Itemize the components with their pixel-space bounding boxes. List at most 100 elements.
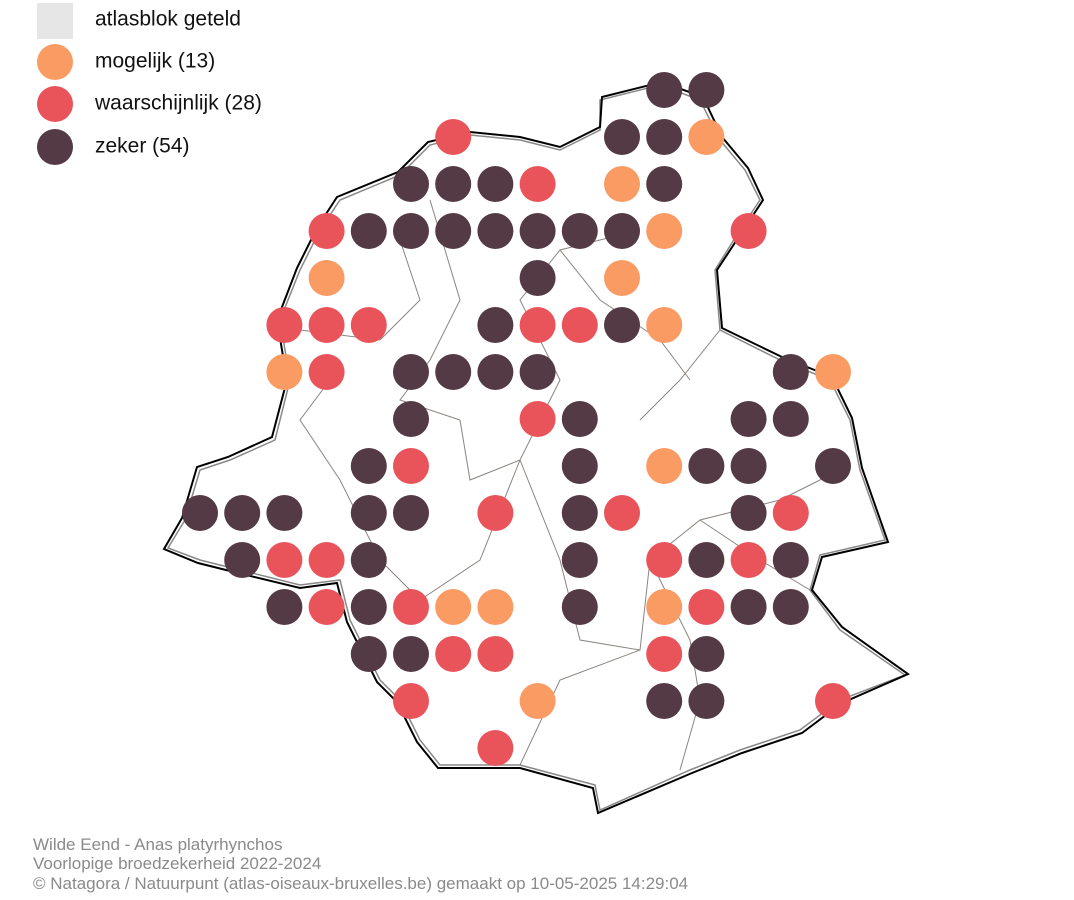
district-line [639,329,721,421]
observation-dot [688,683,725,719]
legend-swatch [37,44,73,80]
observation-dot [730,542,767,578]
observation-dot [350,307,387,343]
observation-dot [350,542,387,578]
observation-dot [477,213,514,249]
observation-dot [730,589,767,625]
observation-dot [435,119,472,155]
caption: Wilde Eend - Anas platyrhynchos Voorlopi… [33,835,688,893]
caption-line: Voorlopige broedzekerheid 2022-2024 [33,854,321,873]
observation-dot [477,354,514,390]
observation-dot [350,495,387,531]
observation-dot [519,354,556,390]
observation-dot [646,683,683,719]
observation-dot [646,166,683,202]
observation-dot [435,166,472,202]
legend-label: mogelijk (13) [95,50,215,73]
observation-dot [435,636,472,672]
observation-dot [815,354,851,390]
observation-dot [393,166,429,202]
observation-dot [519,213,556,249]
observation-dot [350,636,387,672]
observation-dot [435,354,472,390]
observation-dot [561,589,598,625]
observation-dot [561,448,598,484]
observation-dot [772,401,809,437]
observation-dot [519,683,556,719]
observation-dot [688,636,725,672]
observation-dot [266,589,303,625]
observation-dots [182,72,851,766]
observation-dot [561,307,598,343]
observation-dot [266,307,303,343]
observation-dot [435,213,472,249]
observation-dot [646,542,683,578]
region-map [162,72,911,815]
observation-dot [646,213,683,249]
observation-dot [646,119,683,155]
observation-dot [772,589,809,625]
observation-dot [350,589,387,625]
observation-dot [688,542,725,578]
observation-dot [604,119,640,155]
caption-line: © Natagora / Natuurpunt (atlas-oiseaux-b… [33,874,688,893]
observation-dot [266,542,303,578]
observation-dot [561,495,598,531]
observation-dot [308,307,345,343]
observation-dot [646,589,683,625]
observation-dot [477,589,514,625]
observation-dot [308,354,345,390]
observation-dot [266,354,303,390]
legend-label: zeker (54) [95,135,190,158]
observation-dot [604,213,640,249]
observation-dot [477,495,514,531]
observation-dot [435,589,472,625]
legend-swatch [37,86,73,122]
observation-dot [477,166,514,202]
observation-dot [477,636,514,672]
observation-dot [393,401,429,437]
observation-dot [646,636,683,672]
observation-dot [730,495,767,531]
observation-dot [308,213,345,249]
observation-dot [688,72,725,108]
legend-swatch [37,129,73,165]
observation-dot [224,495,261,531]
observation-dot [393,448,429,484]
observation-dot [308,542,345,578]
observation-dot [477,730,514,766]
observation-dot [393,495,429,531]
observation-dot [730,213,767,249]
region-outline [166,84,907,812]
observation-dot [266,495,303,531]
observation-dot [393,683,429,719]
observation-dot [815,683,851,719]
observation-dot [561,542,598,578]
observation-dot [393,354,429,390]
legend-swatch [37,3,73,39]
observation-dot [519,260,556,296]
observation-dot [561,213,598,249]
observation-dot [519,166,556,202]
observation-dot [561,401,598,437]
observation-dot [350,448,387,484]
observation-dot [772,495,809,531]
observation-dot [772,542,809,578]
observation-dot [688,448,725,484]
observation-dot [393,213,429,249]
observation-dot [646,448,683,484]
observation-dot [519,401,556,437]
legend-label: waarschijnlijk (28) [94,92,262,115]
observation-dot [393,636,429,672]
observation-dot [815,448,851,484]
observation-dot [604,307,640,343]
caption-line: Wilde Eend - Anas platyrhynchos [33,835,282,854]
observation-dot [688,119,725,155]
observation-dot [393,589,429,625]
legend: atlasblok geteld mogelijk (13) waarschij… [37,3,262,165]
observation-dot [604,260,640,296]
legend-label: atlasblok geteld [95,8,241,31]
observation-dot [730,401,767,437]
observation-dot [477,307,514,343]
